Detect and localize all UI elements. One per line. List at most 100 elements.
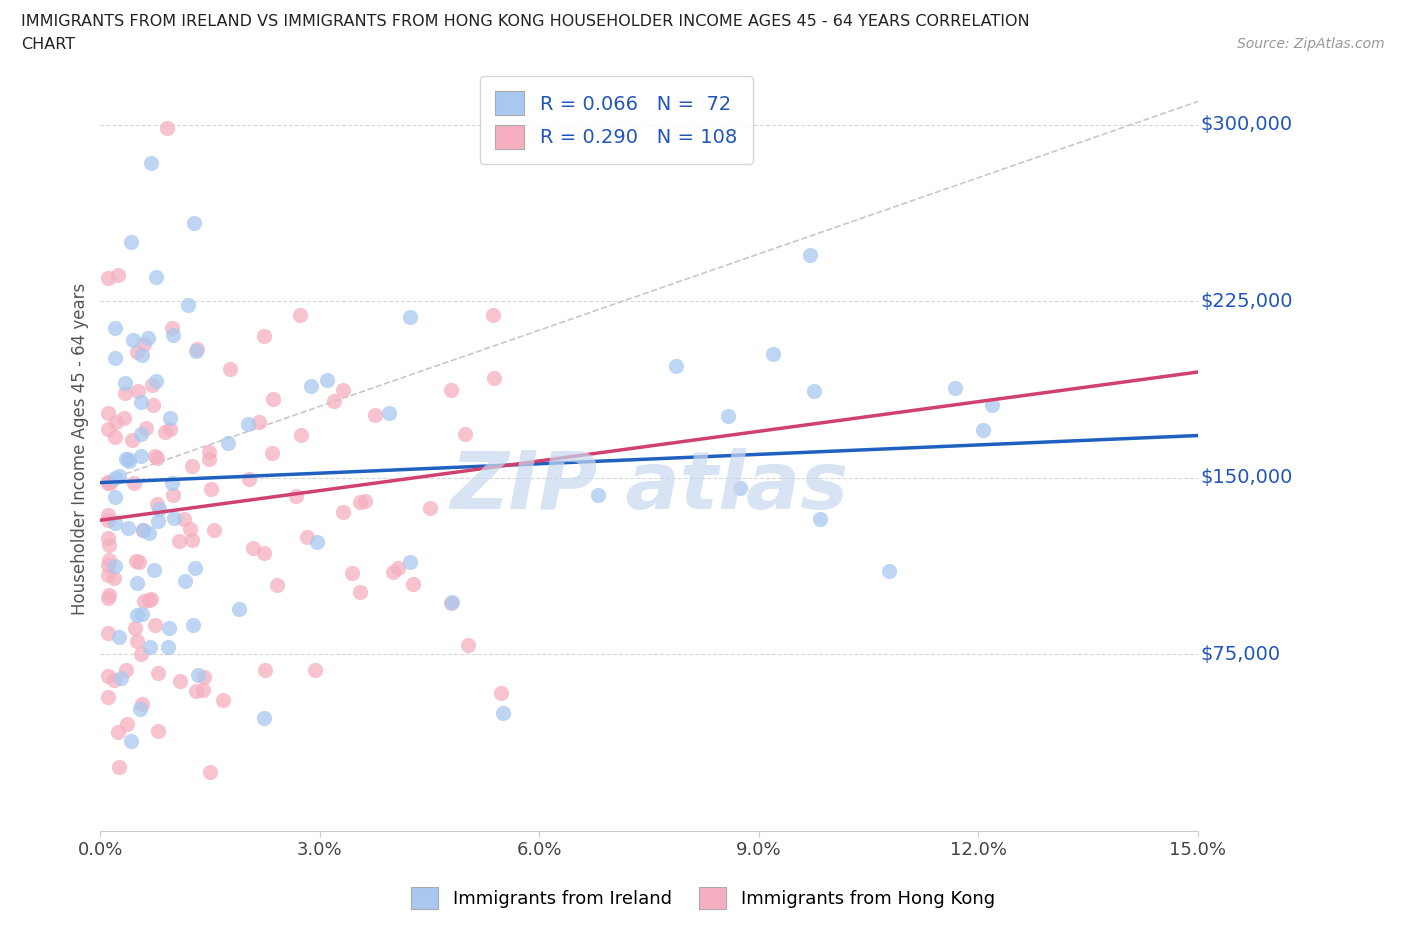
Point <box>145 451 167 466</box>
Text: $225,000: $225,000 <box>1201 292 1292 311</box>
Point <box>305 535 328 550</box>
Point <box>717 409 740 424</box>
Point <box>238 472 260 486</box>
Point <box>141 378 163 392</box>
Point <box>97 271 120 286</box>
Point <box>349 495 371 510</box>
Point <box>187 668 209 683</box>
Point <box>181 458 204 473</box>
Point <box>202 523 225 538</box>
Point <box>162 328 184 343</box>
Point <box>183 216 205 231</box>
Point <box>236 417 259 432</box>
Point <box>131 606 153 621</box>
Point <box>586 487 609 502</box>
Point <box>132 593 155 608</box>
Point <box>402 577 425 591</box>
Point <box>143 449 166 464</box>
Point <box>242 540 264 555</box>
Point <box>297 530 319 545</box>
Point <box>200 764 222 779</box>
Point <box>148 501 170 516</box>
Point <box>97 476 120 491</box>
Point <box>156 640 179 655</box>
Point <box>103 673 125 688</box>
Point <box>183 618 205 632</box>
Point <box>440 594 463 609</box>
Point <box>163 511 186 525</box>
Point <box>145 374 167 389</box>
Point <box>304 662 326 677</box>
Point <box>284 488 307 503</box>
Point <box>138 525 160 540</box>
Point <box>254 662 277 677</box>
Point <box>141 591 163 606</box>
Point <box>125 608 148 623</box>
Text: IMMIGRANTS FROM IRELAND VS IMMIGRANTS FROM HONG KONG HOUSEHOLDER INCOME AGES 45 : IMMIGRANTS FROM IRELAND VS IMMIGRANTS FR… <box>21 14 1029 29</box>
Point <box>110 671 132 685</box>
Point <box>945 380 967 395</box>
Point <box>112 410 135 425</box>
Point <box>108 630 131 644</box>
Point <box>491 706 513 721</box>
Point <box>266 578 288 592</box>
Point <box>332 383 354 398</box>
Text: $75,000: $75,000 <box>1201 644 1281 664</box>
Point <box>399 554 422 569</box>
Point <box>153 425 176 440</box>
Point <box>301 379 323 393</box>
Point <box>191 683 214 698</box>
Point <box>159 411 181 426</box>
Point <box>184 344 207 359</box>
Point <box>167 534 190 549</box>
Point <box>124 620 146 635</box>
Point <box>131 523 153 538</box>
Point <box>125 344 148 359</box>
Point <box>97 508 120 523</box>
Point <box>104 471 127 485</box>
Point <box>104 515 127 530</box>
Point <box>173 573 195 588</box>
Point <box>228 602 250 617</box>
Point <box>122 476 145 491</box>
Point <box>108 469 131 484</box>
Point <box>97 568 120 583</box>
Point <box>125 554 148 569</box>
Point <box>97 558 120 573</box>
Point <box>120 234 142 249</box>
Point <box>141 155 163 170</box>
Point <box>104 490 127 505</box>
Point <box>247 415 270 430</box>
Point <box>354 494 377 509</box>
Point <box>290 428 312 443</box>
Point <box>808 512 831 526</box>
Point <box>118 454 141 469</box>
Point <box>121 432 143 447</box>
Point <box>482 308 505 323</box>
Point <box>107 724 129 739</box>
Point <box>156 121 179 136</box>
Text: ZIP atlas: ZIP atlas <box>450 447 848 525</box>
Point <box>399 310 422 325</box>
Point <box>97 587 120 602</box>
Point <box>980 397 1002 412</box>
Point <box>146 665 169 680</box>
Point <box>97 553 120 568</box>
Point <box>129 395 152 410</box>
Y-axis label: Householder Income Ages 45 - 64 years: Householder Income Ages 45 - 64 years <box>72 283 89 615</box>
Point <box>114 452 136 467</box>
Point <box>117 521 139 536</box>
Point <box>104 321 127 336</box>
Point <box>139 640 162 655</box>
Point <box>454 427 477 442</box>
Point <box>142 398 165 413</box>
Point <box>114 386 136 401</box>
Point <box>159 620 181 635</box>
Point <box>262 392 284 406</box>
Point <box>145 270 167 285</box>
Point <box>440 595 463 610</box>
Point <box>349 585 371 600</box>
Point <box>117 452 139 467</box>
Point <box>97 512 120 527</box>
Point <box>316 372 339 387</box>
